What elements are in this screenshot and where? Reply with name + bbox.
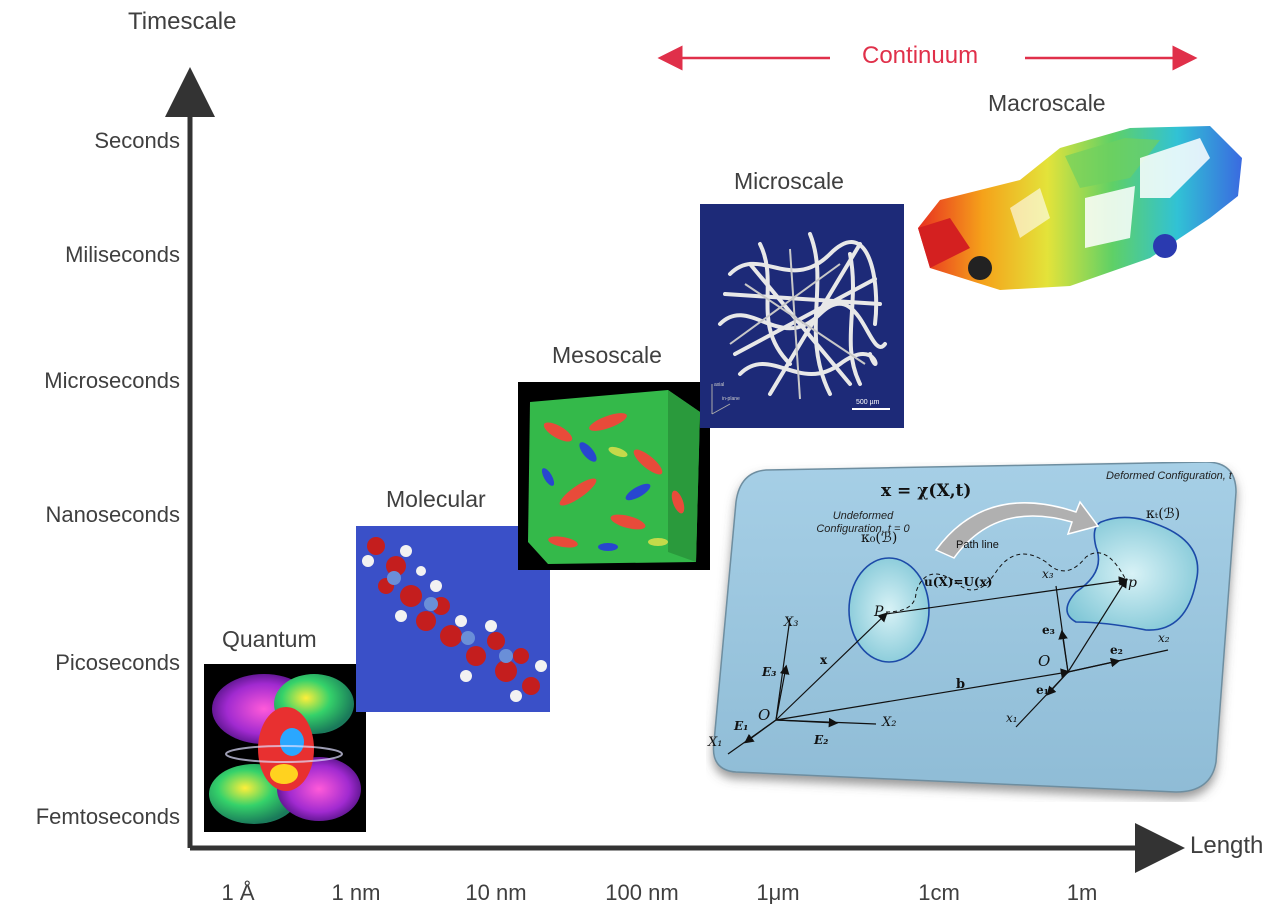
continuum-label: Continuum (862, 42, 979, 69)
x3-label: x₃ (1042, 567, 1054, 581)
y-tick-nanoseconds: Nanoseconds (45, 502, 180, 527)
y-tick-femtoseconds: Femtoseconds (35, 804, 180, 829)
mesoscale-title: Mesoscale (552, 342, 662, 368)
mapping-arrow (934, 500, 1100, 559)
path-line-label: Path line (956, 539, 999, 551)
microscale-axis-inplane: in-plane (722, 396, 740, 402)
displacement-label: u(X)=U(x) (924, 575, 992, 589)
x-tick-100nm: 100 nm (605, 880, 679, 905)
equation-label: x = χ(X,t) (881, 481, 971, 501)
x-tick-1nm: 1 nm (331, 880, 381, 905)
molecular-title: Molecular (386, 486, 486, 512)
point-P-label: P (873, 604, 884, 620)
continuum-diagram: x = χ(X,t) Path line u(X)=U(x) κ₀(ℬ) κₜ(… (706, 462, 1250, 802)
microscale-image: 500 µm axial in-plane (700, 204, 904, 428)
E1-label: E₁ (733, 719, 748, 733)
macroscale-car-image (910, 118, 1250, 296)
x-tick-1m: 1m (1066, 880, 1098, 905)
vector-x-label: x (820, 653, 828, 667)
x-axis-title: Length (1190, 832, 1264, 859)
quantum-title: Quantum (222, 626, 317, 652)
y-tick-picoseconds: Picoseconds (55, 650, 180, 675)
molecular-image (356, 526, 550, 712)
X3-label: X₃ (783, 615, 798, 630)
quantum-image (204, 664, 366, 832)
X2-label: X₂ (881, 715, 896, 730)
path-line (885, 552, 1127, 613)
y-tick-microseconds: Microseconds (44, 368, 180, 393)
E3-label: E₃ (761, 665, 776, 679)
origin-O-left: O (758, 706, 770, 724)
x-tick-1um: 1μm (756, 880, 800, 905)
e3-label: e₃ (1042, 623, 1055, 637)
microscale-scalebar-label: 500 µm (856, 399, 880, 406)
point-p-label: p (1128, 575, 1137, 591)
mesoscale-image (518, 382, 710, 570)
x1-label: x₁ (1006, 711, 1018, 725)
E2-label: E₂ (813, 733, 828, 747)
y-axis-title: Timescale (128, 8, 237, 35)
microscale-axis-axial: axial (714, 382, 724, 388)
undeformed-config-label: Undeformed Configuration, t = 0 (816, 510, 910, 535)
y-tick-seconds: Seconds (94, 128, 180, 153)
undeformed-kappa-label: κ₀(ℬ) (861, 530, 897, 546)
x-tick-angstrom: 1 Å (221, 880, 255, 905)
macroscale-title: Macroscale (988, 90, 1106, 116)
undeformed-body (848, 557, 930, 663)
deformed-body (1066, 516, 1199, 631)
x2-label: x₂ (1158, 631, 1170, 645)
e1-label: e₁ (1036, 683, 1049, 697)
e2-label: e₂ (1110, 643, 1123, 657)
deformed-config-label: Deformed Configuration, t (1106, 470, 1232, 482)
vector-b-label: b (956, 677, 965, 692)
x-tick-10nm: 10 nm (465, 880, 527, 905)
x-tick-1cm: 1cm (918, 880, 960, 905)
microscale-title: Microscale (734, 168, 844, 194)
deformed-kappa-label: κₜ(ℬ) (1146, 506, 1180, 522)
y-tick-miliseconds: Miliseconds (65, 242, 180, 267)
X1-label: X₁ (707, 735, 722, 750)
origin-O-right: O (1038, 652, 1050, 670)
